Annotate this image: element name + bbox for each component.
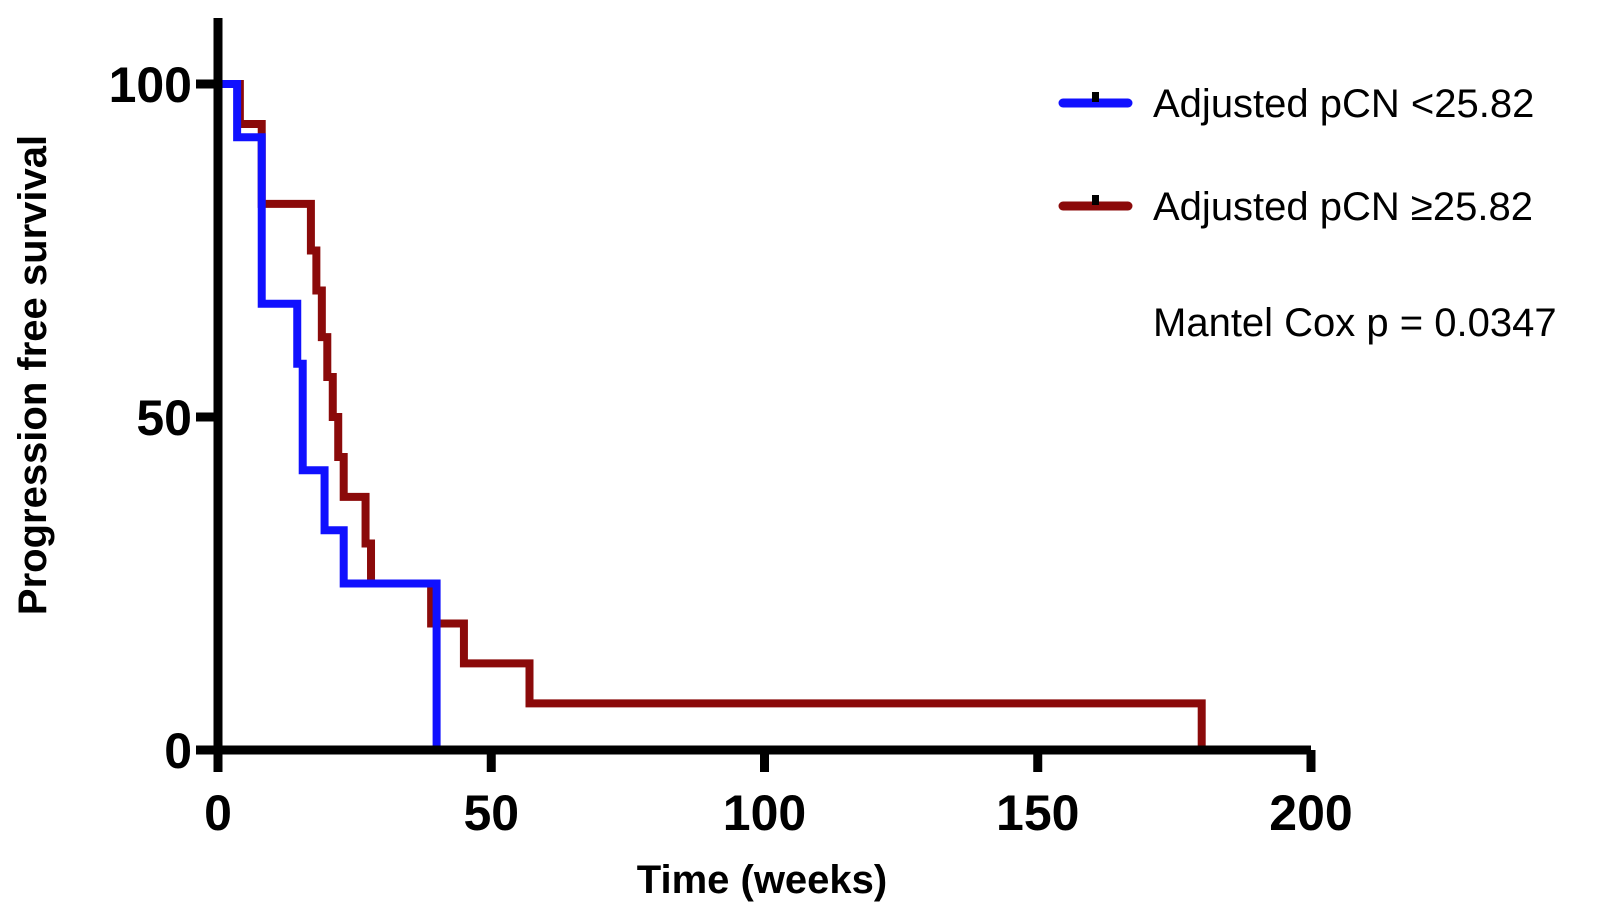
y-tick-label-50: 50 [136,390,192,446]
axes-layer [211,18,1311,755]
mantel-cox-annotation: Mantel Cox p = 0.0347 [1153,301,1557,345]
legend-label-2: Adjusted pCN ≥25.82 [1153,185,1533,229]
x-tick-label-150: 150 [996,785,1079,841]
legend-label-1: Adjusted pCN <25.82 [1153,82,1534,126]
series-layer [218,80,1206,750]
legend: Adjusted pCN <25.82 Adjusted pCN ≥25.82 [1058,82,1534,229]
legend-censor-mark-2 [1092,195,1099,205]
y-axis-title: Progression free survival [11,135,55,615]
x-tick-label-0: 0 [204,785,232,841]
legend-censor-mark-1 [1092,92,1099,102]
x-tick-label-50: 50 [463,785,519,841]
y-tick-label-0: 0 [164,723,192,779]
ticks-layer: 0 50 100 150 200 0 50 100 [109,57,1353,841]
x-axis-title: Time (weeks) [637,858,888,902]
x-tick-label-200: 200 [1269,785,1352,841]
y-tick-label-100: 100 [109,57,192,113]
x-tick-label-100: 100 [723,785,806,841]
series-line-1 [218,80,441,750]
series-line-2 [218,80,1206,750]
